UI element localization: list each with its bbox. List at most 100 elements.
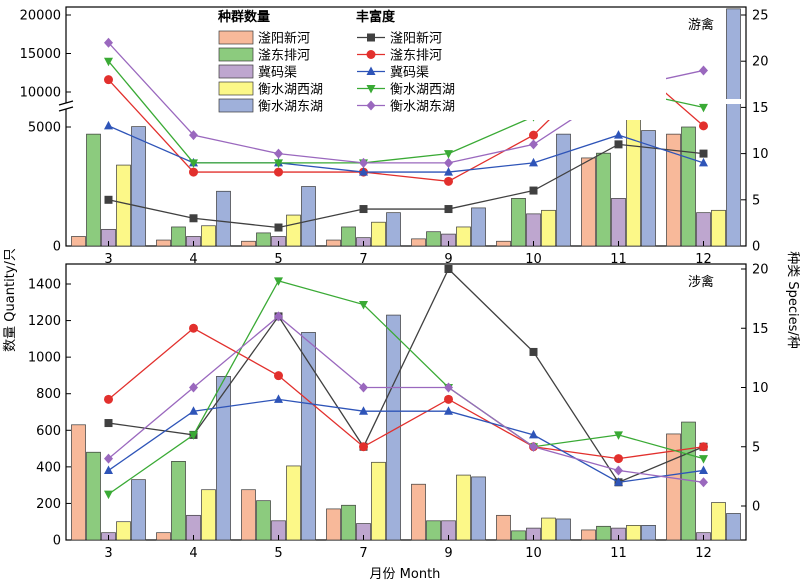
point-衡水湖东湖-11 xyxy=(614,465,623,476)
bar-衡水湖东湖-10 xyxy=(556,133,571,247)
point-衡水湖西湖-5 xyxy=(274,159,283,168)
legend-swatch-滏东排河 xyxy=(218,47,254,62)
legend-marker-滏东排河 xyxy=(366,50,376,59)
point-冀码渠-5 xyxy=(274,394,283,403)
bar-滏东排河-3 xyxy=(86,133,101,247)
left-tick-label: 5000 xyxy=(28,121,61,136)
x-tick-label: 10 xyxy=(525,252,542,267)
bar-衡水湖东湖-4 xyxy=(216,190,231,247)
bar-滏阳新河-3 xyxy=(71,236,86,247)
point-滏东排河-3 xyxy=(104,394,113,404)
point-冀码渠-7 xyxy=(359,167,368,176)
point-滏阳新河-10 xyxy=(529,186,538,195)
point-滏阳新河-9 xyxy=(444,265,453,273)
bar-滏阳新河-12 xyxy=(666,133,681,247)
legend-marker-衡水湖东湖 xyxy=(366,100,376,111)
legend-label-衡水湖西湖: 衡水湖西湖 xyxy=(258,83,323,98)
bar-衡水湖西湖-4 xyxy=(201,489,216,541)
legend-marker-衡水湖西湖 xyxy=(366,85,376,94)
bar-衡水湖西湖-7 xyxy=(371,461,386,541)
legend-line-label-冀码渠: 冀码渠 xyxy=(390,65,429,81)
bar-衡水湖东湖-11 xyxy=(641,525,656,541)
line-冀码渠 xyxy=(108,125,704,173)
point-衡水湖东湖-12 xyxy=(699,65,708,76)
legend-marker-冀码渠 xyxy=(366,66,376,75)
panel-title: 游禽 xyxy=(688,17,714,33)
bar-衡水湖西湖-7 xyxy=(371,221,386,247)
x-tick-label: 3 xyxy=(104,252,112,267)
left-tick-label: 200 xyxy=(36,497,61,512)
bar-滏阳新河-10 xyxy=(496,240,511,247)
legend-swatch-滏阳新河 xyxy=(218,30,254,45)
bar-衡水湖东湖-5 xyxy=(301,186,316,247)
line-滏阳新河 xyxy=(108,267,704,484)
bar-衡水湖东湖-7 xyxy=(386,212,401,247)
x-tick-label: 7 xyxy=(359,252,367,267)
bar-衡水湖西湖-12 xyxy=(711,502,726,541)
point-冀码渠-10 xyxy=(529,429,538,439)
left-tick-label: 10000 xyxy=(20,86,61,101)
legend-line-label-滏东排河: 滏东排河 xyxy=(390,49,442,64)
bar-衡水湖西湖-9 xyxy=(456,474,471,541)
bar-冀码渠-11 xyxy=(611,198,626,247)
left-axis-break-mark xyxy=(58,100,74,106)
bar-衡水湖西湖-9 xyxy=(456,226,471,247)
x-tick-label: 9 xyxy=(444,252,452,267)
right-tick-label: 15 xyxy=(752,322,769,337)
point-衡水湖东湖-5 xyxy=(274,311,283,322)
right-tick-label: 10 xyxy=(752,147,769,162)
point-冀码渠-11 xyxy=(614,477,623,486)
point-衡水湖西湖-11 xyxy=(614,431,623,440)
right-tick-label: 5 xyxy=(752,193,760,208)
point-衡水湖西湖-7 xyxy=(359,301,368,310)
right-tick-label: 15 xyxy=(752,101,769,116)
right-tick-label: 20 xyxy=(752,263,769,278)
point-冀码渠-4 xyxy=(189,406,198,415)
point-滏东排河-4 xyxy=(189,167,198,177)
point-冀码渠-9 xyxy=(444,406,453,415)
point-滏阳新河-7 xyxy=(359,205,368,214)
bar-滏阳新河-4 xyxy=(156,532,171,541)
top-panel: 3 4 5 7 9 10 11 12 0 5000 10000 15000 20000 0 5 10 15 20 2… xyxy=(20,6,769,267)
bar-滏东排河-5 xyxy=(256,232,271,247)
point-衡水湖东湖-4 xyxy=(189,130,198,141)
x-axis-label: 月份 Month xyxy=(370,567,441,582)
legend-line-label-滏阳新河: 滏阳新河 xyxy=(390,31,442,47)
left-tick-label: 15000 xyxy=(20,47,61,62)
bar-滏阳新河-3 xyxy=(71,424,86,541)
point-衡水湖东湖-3 xyxy=(104,37,113,48)
point-衡水湖东湖-7 xyxy=(359,382,368,393)
point-滏阳新河-5 xyxy=(274,223,283,232)
legend-background xyxy=(214,20,666,120)
bar-衡水湖西湖-12 xyxy=(711,209,726,247)
point-衡水湖东湖-4 xyxy=(189,382,198,393)
point-滏阳新河-11 xyxy=(614,140,623,149)
bar-滏东排河-10 xyxy=(511,530,526,541)
bar-滏阳新河-5 xyxy=(241,240,256,247)
x-tick-label: 3 xyxy=(104,546,112,561)
right-axis-label: 种类 Species/种 xyxy=(785,251,800,349)
legend-richness-title: 丰富度 xyxy=(356,9,396,25)
bar-滏阳新河-9 xyxy=(411,483,426,541)
right-tick-label: 0 xyxy=(752,500,760,515)
bar-滏东排河-9 xyxy=(426,231,441,247)
x-tick-label: 7 xyxy=(359,546,367,561)
x-tick-label: 5 xyxy=(274,252,282,267)
bar-滏阳新河-10 xyxy=(496,514,511,541)
bar-break-gap xyxy=(725,99,742,104)
point-滏东排河-9 xyxy=(444,394,453,404)
left-tick-label: 1200 xyxy=(28,314,61,329)
point-衡水湖东湖-9 xyxy=(444,382,453,393)
left-axis-label: 数量 Quantity/只 xyxy=(3,248,18,352)
bar-滏东排河-11 xyxy=(596,152,611,247)
bar-衡水湖西湖-3 xyxy=(116,164,131,247)
point-衡水湖西湖-12 xyxy=(699,103,708,113)
bar-滏阳新河-4 xyxy=(156,239,171,247)
right-tick-label: 10 xyxy=(752,381,769,396)
x-tick-label: 5 xyxy=(274,546,282,561)
bar-滏东排河-4 xyxy=(171,226,186,247)
right-tick-label: 25 xyxy=(752,9,769,24)
bar-衡水湖东湖-4 xyxy=(216,375,231,541)
x-tick-label: 4 xyxy=(189,252,197,267)
